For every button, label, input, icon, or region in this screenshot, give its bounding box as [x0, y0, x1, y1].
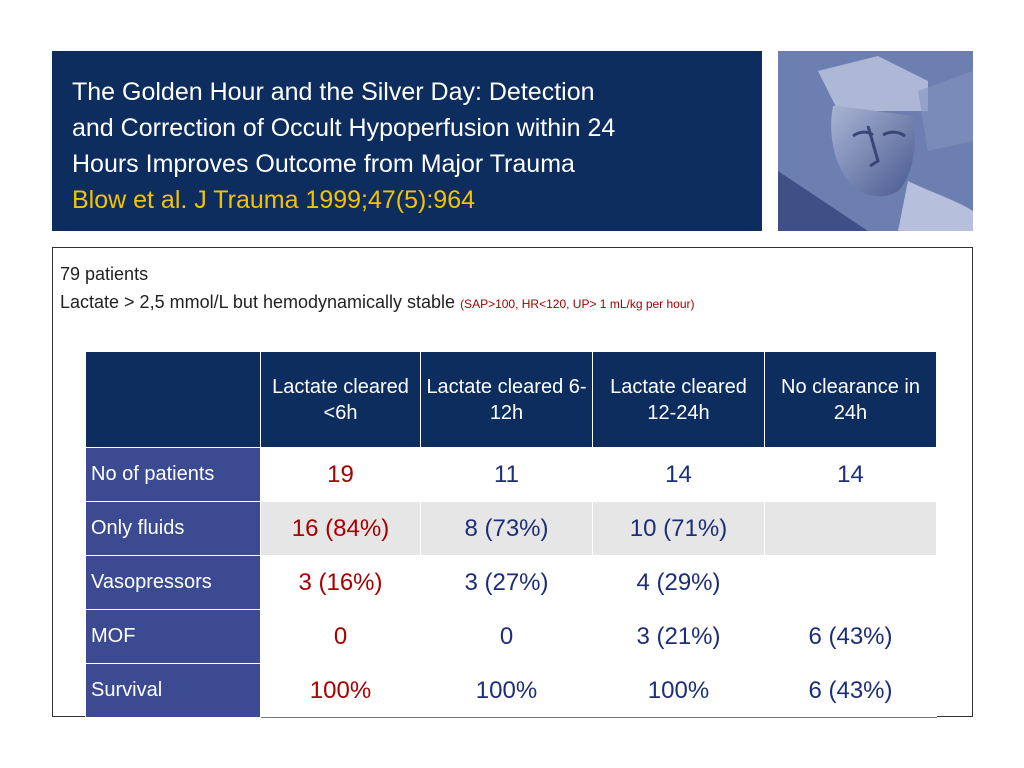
table-row: MOF 0 0 3 (21%) 6 (43%) [85, 609, 937, 664]
citation: Blow et al. J Trauma 1999;47(5):964 [72, 186, 476, 214]
header-cell-empty [85, 351, 261, 448]
table-cell: 0 [260, 609, 421, 664]
table-cell: 8 (73%) [420, 501, 593, 556]
header-cell-cleared-6h: Lactate cleared <6h [260, 351, 421, 448]
title-line-3: Hours Improves Outcome from Major Trauma [72, 150, 575, 178]
header-row: Lactate cleared <6h Lactate cleared 6-12… [85, 351, 937, 448]
title-box: The Golden Hour and the Silver Day: Dete… [52, 51, 762, 231]
table-cell: 10 (71%) [592, 501, 765, 556]
outcome-table: Lactate cleared <6h Lactate cleared 6-12… [85, 351, 937, 718]
patients-count: 79 patients [60, 264, 149, 284]
header-cell-no-clearance: No clearance in 24h [764, 351, 937, 448]
row-label: Only fluids [85, 501, 261, 556]
table-cell: 0 [420, 609, 593, 664]
intro: 79 patients Lactate > 2,5 mmol/L but hem… [60, 260, 695, 318]
table-cell [764, 501, 937, 556]
table-cell: 100% [420, 663, 593, 718]
title-line-1: The Golden Hour and the Silver Day: Dete… [72, 78, 595, 106]
inclusion-criteria: Lactate > 2,5 mmol/L but hemodynamically… [60, 288, 695, 318]
table-cell: 16 (84%) [260, 501, 421, 556]
table-cell: 3 (16%) [260, 555, 421, 610]
row-label: MOF [85, 609, 261, 664]
statue-portrait-icon [778, 51, 973, 231]
content-box: 79 patients Lactate > 2,5 mmol/L but hem… [52, 247, 973, 718]
table-cell [764, 555, 937, 610]
portrait-image [778, 51, 973, 231]
title-line-2: and Correction of Occult Hypoperfusion w… [72, 114, 616, 142]
table-cell: 11 [420, 447, 593, 502]
row-label: No of patients [85, 447, 261, 502]
header-cell-cleared-6-12h: Lactate cleared 6-12h [420, 351, 593, 448]
row-label: Vasopressors [85, 555, 261, 610]
header-cell-cleared-12-24h: Lactate cleared 12-24h [592, 351, 765, 448]
table-row: Survival 100% 100% 100% 6 (43%) [85, 663, 937, 718]
table-cell: 4 (29%) [592, 555, 765, 610]
table-cell: 3 (27%) [420, 555, 593, 610]
table-row: No of patients 19 11 14 14 [85, 447, 937, 502]
table-cell: 14 [592, 447, 765, 502]
criteria-note: (SAP>100, HR<120, UP> 1 mL/kg per hour) [460, 297, 695, 311]
table-row: Only fluids 16 (84%) 8 (73%) 10 (71%) [85, 501, 937, 556]
table-cell: 100% [592, 663, 765, 718]
table-cell: 100% [260, 663, 421, 718]
table-cell: 6 (43%) [764, 663, 937, 718]
table-cell: 6 (43%) [764, 609, 937, 664]
table-row: Vasopressors 3 (16%) 3 (27%) 4 (29%) [85, 555, 937, 610]
row-label: Survival [85, 663, 261, 718]
table-cell: 14 [764, 447, 937, 502]
table-cell: 3 (21%) [592, 609, 765, 664]
table-cell: 19 [260, 447, 421, 502]
criteria-text: Lactate > 2,5 mmol/L but hemodynamically… [60, 292, 456, 312]
